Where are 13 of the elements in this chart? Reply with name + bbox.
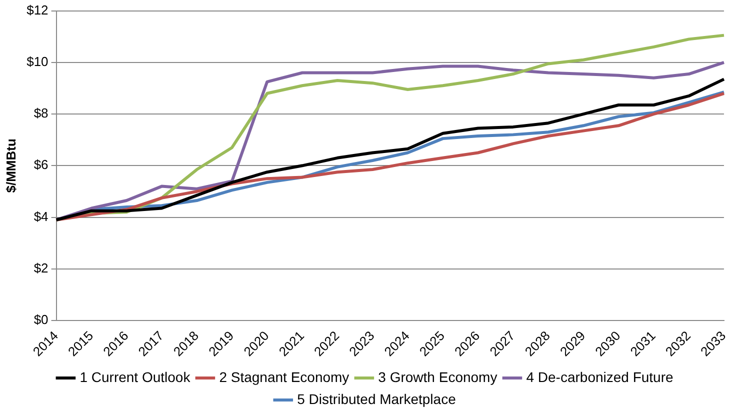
y-tick-label: $0 [34, 312, 48, 328]
legend-label: 4 De-carbonized Future [526, 368, 674, 385]
y-tick-label: $10 [26, 54, 48, 69]
legend-label: 5 Distributed Marketplace [297, 390, 456, 407]
legend-label: 1 Current Outlook [80, 368, 192, 385]
legend-label: 3 Growth Economy [378, 368, 498, 385]
y-tick-label: $8 [34, 106, 48, 121]
y-tick-label: $4 [34, 208, 48, 224]
y-tick-label: $2 [34, 260, 48, 276]
y-tick-label: $12 [26, 2, 48, 18]
y-tick-label: $6 [34, 157, 48, 172]
legend-label: 2 Stagnant Economy [219, 368, 350, 385]
y-axis-title: $/MMBtu [3, 138, 18, 193]
